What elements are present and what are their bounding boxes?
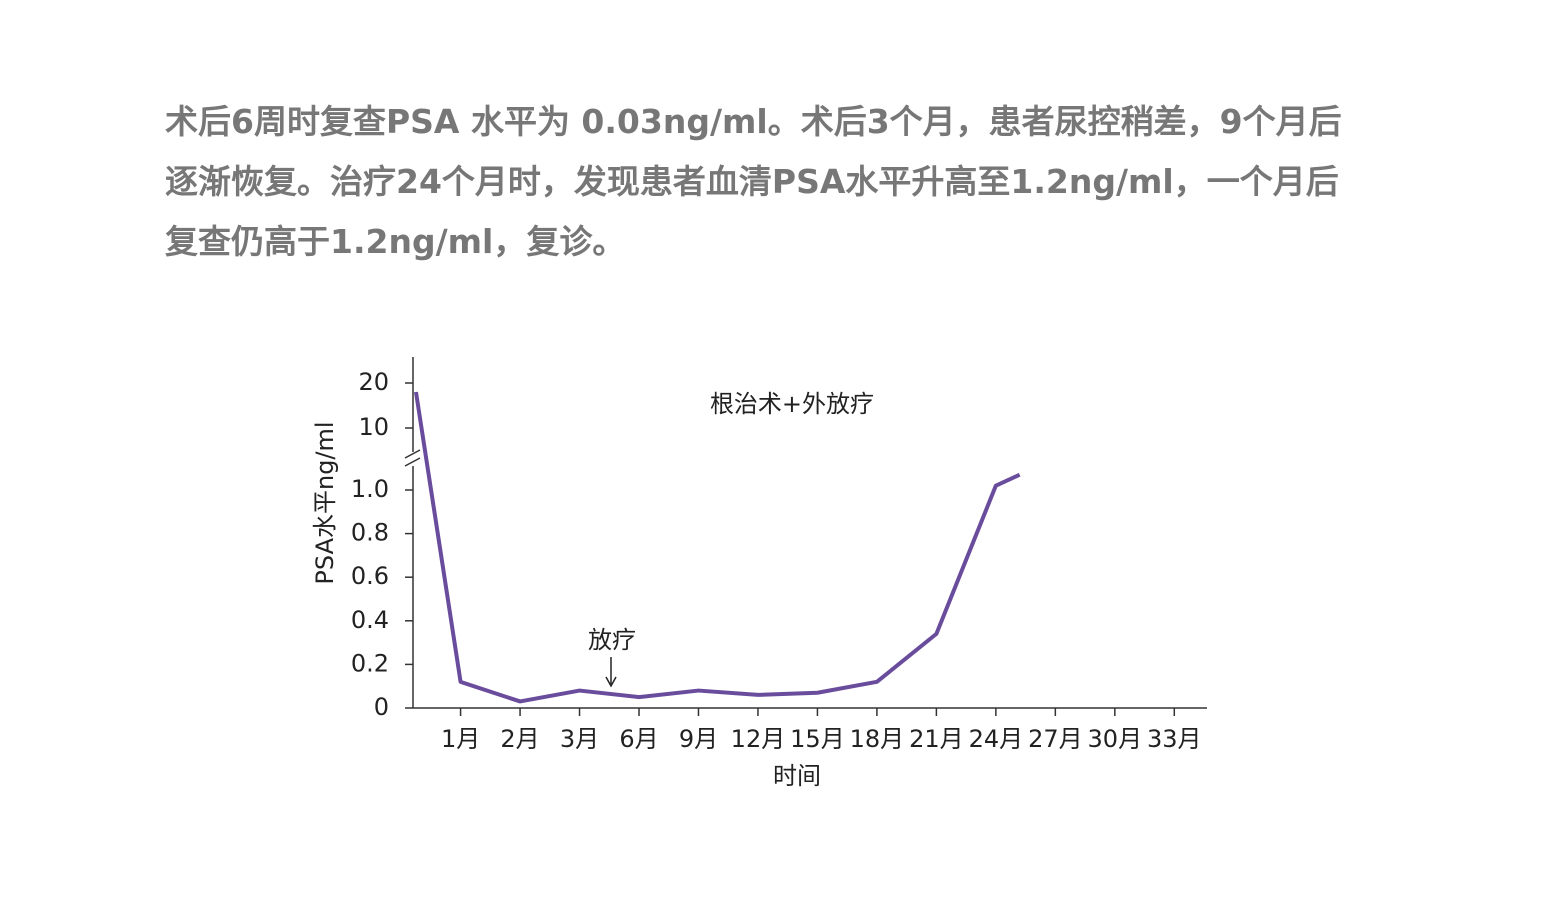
y-tick-label: 0.8 xyxy=(351,519,389,547)
x-tick-label: 21月 xyxy=(909,725,964,753)
paragraph-line: 复查仍高于1.2ng/ml，复诊。 xyxy=(165,222,626,261)
axis-break xyxy=(404,457,421,467)
x-tick-label: 33月 xyxy=(1147,725,1202,753)
x-tick-label: 3月 xyxy=(560,725,599,753)
y-tick-label: 1.0 xyxy=(351,475,389,503)
x-tick-label: 9月 xyxy=(679,725,718,753)
y-tick-label: 0.6 xyxy=(351,562,389,590)
paragraph-line: 术后6周时复查PSA 水平为 0.03ng/ml。术后3个月，患者尿控稍差，9个… xyxy=(165,102,1342,141)
x-tick-label: 15月 xyxy=(790,725,845,753)
y-tick-label: 0 xyxy=(374,693,389,721)
x-tick-label: 24月 xyxy=(969,725,1024,753)
x-tick-label: 6月 xyxy=(619,725,658,753)
y-tick-label: 20 xyxy=(358,368,389,396)
x-axis-label: 时间 xyxy=(773,762,821,790)
x-tick-label: 30月 xyxy=(1088,725,1143,753)
x-tick-label: 1月 xyxy=(441,725,480,753)
y-tick-label: 10 xyxy=(358,413,389,441)
arrow-head xyxy=(605,676,617,688)
annotation: 放疗 xyxy=(588,626,636,654)
x-tick-label: 27月 xyxy=(1028,725,1083,753)
chart-title: 根治术+外放疗 xyxy=(710,390,874,418)
y-tick-label: 0.4 xyxy=(351,606,389,634)
paragraph: 术后6周时复查PSA 水平为 0.03ng/ml。术后3个月，患者尿控稍差，9个… xyxy=(165,92,1342,272)
x-tick-label: 12月 xyxy=(731,725,786,753)
y-axis-label: PSA水平ng/ml xyxy=(311,421,339,584)
data-line xyxy=(413,391,1021,704)
paragraph-line: 逐渐恢复。治疗24个月时，发现患者血清PSA水平升高至1.2ng/ml，一个月后 xyxy=(165,162,1339,201)
axis-break xyxy=(404,449,421,459)
x-tick-label: 2月 xyxy=(500,725,539,753)
y-tick-label: 0.2 xyxy=(351,649,389,677)
x-tick-label: 18月 xyxy=(850,725,905,753)
